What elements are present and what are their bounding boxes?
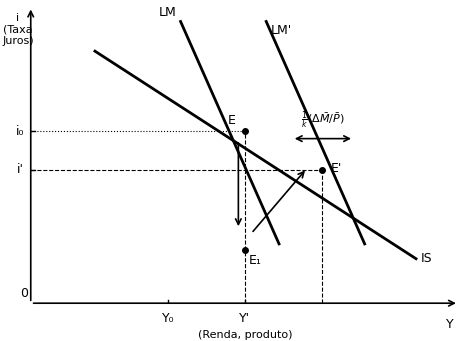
Text: (Renda, produto): (Renda, produto) (198, 330, 292, 340)
Text: E₁: E₁ (249, 254, 262, 267)
Text: i': i' (17, 163, 25, 176)
Text: E: E (228, 114, 236, 127)
Text: E': E' (331, 162, 342, 175)
Text: 0: 0 (20, 287, 28, 300)
Text: LM': LM' (270, 25, 292, 38)
Text: i₀: i₀ (16, 125, 25, 138)
Text: Y': Y' (239, 312, 250, 325)
Text: Y: Y (446, 318, 454, 331)
Text: Y₀: Y₀ (162, 312, 174, 325)
Text: LM: LM (159, 5, 177, 18)
Text: $\frac{1}{k}(\Delta\bar{M}/\bar{P})$: $\frac{1}{k}(\Delta\bar{M}/\bar{P})$ (301, 110, 345, 131)
Text: IS: IS (420, 252, 432, 265)
Text: i
(Taxa
Juros): i (Taxa Juros) (2, 13, 34, 46)
